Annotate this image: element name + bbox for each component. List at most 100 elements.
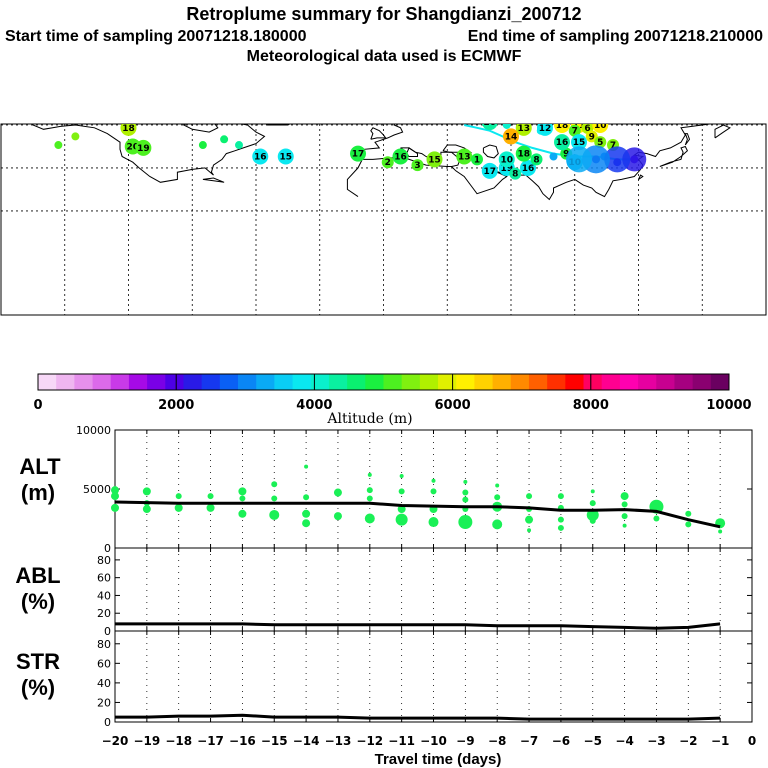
x-tick-label: −9 — [456, 734, 474, 748]
x-tick-label: −12 — [356, 734, 383, 748]
colorbar-cell — [474, 374, 494, 390]
str-unit: (%) — [21, 675, 55, 700]
colorbar-cell — [565, 374, 584, 390]
map-point-marker — [135, 139, 152, 156]
colorbar-cell — [183, 374, 203, 390]
colorbar-cell — [528, 374, 548, 390]
colorbar-cell — [165, 374, 184, 390]
map-point-label: 7 — [610, 141, 616, 151]
alt-scatter-point — [398, 488, 405, 495]
coastline-segment — [494, 102, 520, 109]
str-y-tick-label: 60 — [97, 657, 111, 670]
x-tick-label: 0 — [748, 734, 756, 748]
colorbar-tick-label: 2000 — [158, 398, 194, 413]
x-tick-label: −15 — [261, 734, 288, 748]
x-tick-label: −11 — [388, 734, 415, 748]
map-point-label: 8 — [533, 155, 539, 165]
colorbar-cell — [110, 374, 130, 390]
alt-scatter-point — [428, 517, 439, 528]
colorbar-cell — [692, 374, 712, 390]
alt-scatter-point — [238, 509, 247, 518]
colorbar-cell — [147, 374, 166, 390]
map-point-label: 15 — [279, 152, 292, 162]
str-y-tick-label: 40 — [97, 677, 111, 690]
map-point-marker — [71, 132, 80, 141]
alt-scatter-point — [495, 483, 500, 488]
alt-scatter-point — [492, 519, 503, 530]
alt-scatter-point — [364, 513, 375, 524]
alt-scatter-point — [269, 509, 280, 520]
map-point-label: 18 — [517, 150, 530, 160]
map-point-marker — [54, 141, 63, 150]
map-coastlines — [31, 102, 731, 201]
alt-scatter-point — [367, 472, 372, 477]
colorbar-title: Altitude (m) — [326, 411, 412, 427]
map-point-marker — [554, 124, 570, 133]
alt-y-tick-label: 10000 — [76, 424, 111, 437]
alt-scatter-point — [557, 493, 564, 500]
str-line — [115, 713, 721, 721]
alt-scatter-point — [303, 494, 310, 501]
colorbar-cell — [674, 374, 694, 390]
x-tick-label: −13 — [325, 734, 352, 748]
abl-y-tick-label: 60 — [97, 572, 111, 585]
map-point-label: 2 — [385, 158, 391, 168]
map-point-marker — [471, 153, 483, 166]
colorbar-cell — [347, 374, 366, 390]
map-plume-blob — [566, 146, 592, 173]
alt-scatter-point — [271, 481, 278, 488]
alt-scatter-point — [111, 492, 119, 501]
abl-unit: (%) — [21, 589, 55, 614]
map-point-label: 19 — [137, 144, 150, 154]
colorbar-cell — [201, 374, 221, 390]
map-point-label: 10 — [594, 121, 607, 131]
map-point-label: 19 — [500, 164, 513, 174]
abl-y-tick-label: 80 — [97, 554, 111, 567]
colorbar-tick-label: 6000 — [435, 398, 471, 413]
x-tick-label: −1 — [711, 734, 729, 748]
str-y-tick-label: 80 — [97, 638, 111, 651]
x-tick-label: −6 — [552, 734, 570, 748]
alt-scatter-point — [397, 505, 406, 514]
colorbar-cell — [238, 374, 257, 390]
map-point-label: 6 — [584, 124, 590, 134]
map-point-label: 17 — [483, 167, 496, 177]
map-point-label: 15 — [573, 138, 586, 148]
map-point-label: 13 — [517, 124, 530, 134]
map-point-label: 20 — [483, 118, 496, 128]
colorbar-cell — [274, 374, 293, 390]
alt-scatter-point — [527, 528, 532, 533]
alt-unit: (m) — [21, 480, 55, 505]
map-point-marker — [456, 148, 473, 165]
colorbar-cell — [74, 374, 93, 390]
alt-scatter-point — [111, 486, 119, 495]
colorbar-cell — [601, 374, 621, 390]
colorbar-cell — [656, 374, 675, 390]
map-retroplume-points: 1820191615172163151311719816101889102013… — [54, 118, 647, 180]
colorbar-cell — [492, 374, 512, 390]
alt-scatter-point — [431, 478, 436, 483]
alt-scatter-point — [174, 503, 183, 512]
alt-scatter-point — [586, 508, 599, 521]
x-tick-label: −2 — [679, 734, 697, 748]
coastline-segment — [266, 124, 291, 126]
abl-y-tick-label: 40 — [97, 589, 111, 602]
colorbar-tick-label: 8000 — [573, 398, 609, 413]
alt-scatter-point — [463, 479, 468, 484]
alt-scatter-point — [458, 515, 473, 530]
colorbar-cell — [401, 374, 421, 390]
map-point-label: 20 — [126, 142, 139, 152]
alt-label: ALT — [19, 454, 61, 479]
title-line-1: Retroplume summary for Shangdianzi_20071… — [186, 4, 581, 24]
map-point-marker — [277, 148, 294, 165]
coastline-segment — [202, 177, 225, 183]
colorbar-cell — [638, 374, 657, 390]
map-point-label: 3 — [414, 161, 420, 171]
map-point-marker — [502, 124, 511, 129]
colorbar-cell — [328, 374, 348, 390]
str-y-tick-label: 0 — [104, 716, 111, 729]
coastline-segment — [370, 127, 387, 140]
map-point-marker — [481, 124, 498, 131]
str-y-tick-label: 20 — [97, 696, 111, 709]
map-point-marker — [235, 141, 243, 150]
